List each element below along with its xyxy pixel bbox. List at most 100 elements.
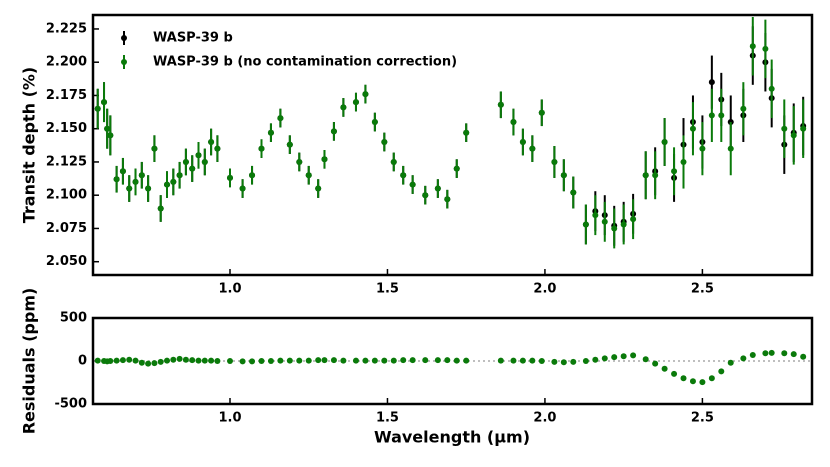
data-point xyxy=(94,357,101,364)
data-point xyxy=(390,158,397,165)
data-point xyxy=(113,176,120,183)
data-point xyxy=(296,158,303,165)
data-point xyxy=(592,356,599,363)
data-point xyxy=(762,350,769,357)
data-point xyxy=(671,168,678,175)
data-point xyxy=(790,351,797,358)
data-point xyxy=(157,358,164,365)
data-point xyxy=(249,358,256,365)
data-point xyxy=(434,357,441,364)
data-point xyxy=(582,221,589,228)
y-tick-label: 2.075 xyxy=(46,221,87,236)
data-point xyxy=(749,43,756,50)
data-point xyxy=(119,168,126,175)
data-point xyxy=(661,365,668,372)
data-point xyxy=(727,145,734,152)
data-point xyxy=(340,104,347,111)
data-point xyxy=(330,128,337,135)
data-point xyxy=(570,189,577,196)
y-tick-label: 2.050 xyxy=(46,254,87,269)
y-axis-label: Residuals (ppm) xyxy=(20,288,39,435)
y-tick-label: 2.175 xyxy=(46,88,87,103)
data-point xyxy=(768,85,775,92)
x-tick-label: 2.0 xyxy=(533,282,556,297)
data-point xyxy=(189,165,196,172)
data-point xyxy=(267,358,274,364)
data-point xyxy=(195,152,202,159)
data-point xyxy=(444,196,451,203)
data-point xyxy=(258,145,265,152)
data-point xyxy=(249,172,256,179)
data-point xyxy=(170,178,177,185)
data-point xyxy=(409,181,416,188)
data-point xyxy=(519,357,526,364)
data-point xyxy=(208,357,215,364)
data-point xyxy=(749,351,756,358)
data-point xyxy=(727,359,734,366)
y-tick-label: 2.150 xyxy=(46,121,87,136)
data-point xyxy=(699,379,706,386)
legend-label: WASP-39 b (no contamination correction) xyxy=(153,55,457,70)
data-point xyxy=(305,172,312,179)
y-tick-label: -500 xyxy=(54,397,87,412)
data-point xyxy=(661,139,668,146)
data-point xyxy=(119,357,126,364)
data-point xyxy=(362,357,369,364)
data-point xyxy=(94,105,101,112)
data-point xyxy=(107,132,114,139)
x-tick-label: 2.0 xyxy=(533,411,556,426)
data-point xyxy=(680,158,687,165)
data-point xyxy=(422,192,429,199)
data-point xyxy=(151,360,158,367)
data-point xyxy=(371,357,378,364)
data-point xyxy=(642,356,649,363)
data-point xyxy=(138,172,145,179)
data-point xyxy=(800,353,807,360)
data-point xyxy=(305,357,312,364)
data-point xyxy=(145,185,152,192)
data-point xyxy=(601,218,608,225)
data-point xyxy=(718,112,725,119)
data-point xyxy=(157,205,164,212)
data-point xyxy=(497,357,504,364)
x-tick-label: 2.5 xyxy=(691,411,714,426)
data-point xyxy=(560,172,567,179)
data-point xyxy=(107,358,114,364)
data-point xyxy=(362,91,369,98)
data-point xyxy=(768,349,775,356)
data-point xyxy=(463,129,470,136)
data-point xyxy=(611,225,618,232)
y-tick-label: 2.100 xyxy=(46,188,87,203)
x-axis-label: Wavelength (μm) xyxy=(374,428,530,447)
data-point xyxy=(201,357,208,364)
data-point xyxy=(214,145,221,152)
data-point xyxy=(708,112,715,119)
data-point xyxy=(592,212,599,219)
data-point xyxy=(601,355,608,362)
data-point xyxy=(538,358,545,364)
data-point xyxy=(708,375,715,382)
data-point xyxy=(551,358,558,365)
data-point xyxy=(400,172,407,179)
data-point xyxy=(529,145,536,152)
data-point xyxy=(286,141,293,148)
data-point xyxy=(258,358,265,364)
data-point xyxy=(444,357,451,364)
data-point xyxy=(582,358,589,364)
data-point xyxy=(315,185,322,192)
data-point xyxy=(352,99,359,106)
y-tick-label: 2.125 xyxy=(46,154,87,169)
data-point xyxy=(321,156,328,163)
data-point xyxy=(189,357,196,364)
y-tick-label: 0 xyxy=(78,354,87,369)
x-tick-label: 1.5 xyxy=(376,282,399,297)
x-tick-label: 1.5 xyxy=(376,411,399,426)
data-point xyxy=(800,125,807,132)
data-point xyxy=(226,358,233,364)
data-point xyxy=(104,125,111,132)
data-point xyxy=(330,357,337,364)
data-point xyxy=(286,357,293,364)
data-point xyxy=(611,354,618,361)
legend-marker xyxy=(121,35,127,41)
data-point xyxy=(170,356,177,363)
